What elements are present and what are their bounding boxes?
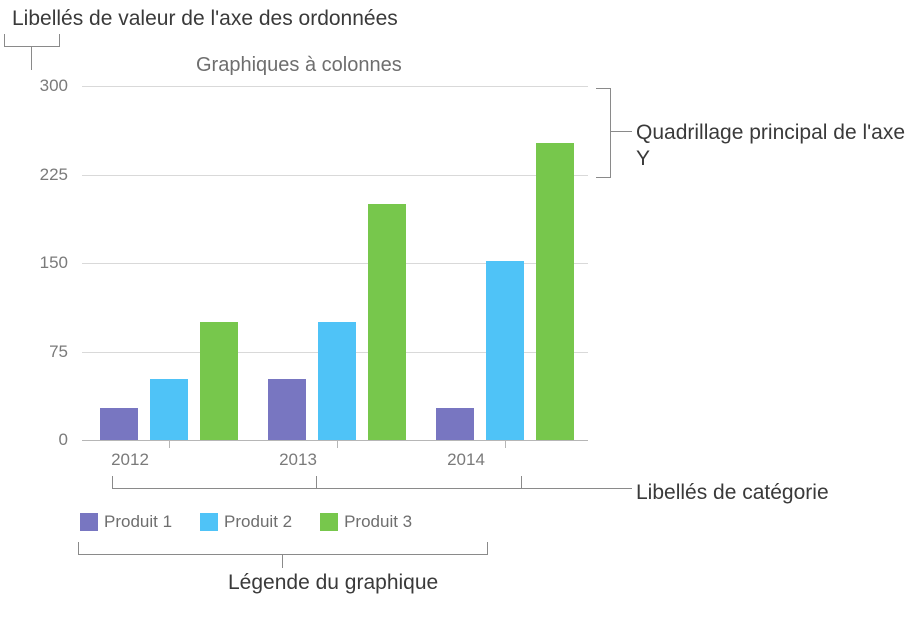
- chart-plot-area: [82, 86, 588, 440]
- x-tick-mark: [505, 440, 506, 448]
- y-tick-label: 300: [24, 76, 68, 96]
- bracket-ygrid-stem: [610, 131, 632, 132]
- legend-swatch: [320, 513, 338, 531]
- bar: [268, 379, 306, 440]
- bar: [536, 143, 574, 440]
- chart-legend: Produit 1 Produit 2 Produit 3: [80, 512, 412, 532]
- legend-label: Produit 2: [224, 512, 292, 531]
- y-tick-label: 150: [24, 253, 68, 273]
- bar: [436, 408, 474, 440]
- annotation-legend: Légende du graphique: [228, 570, 438, 596]
- legend-label: Produit 3: [344, 512, 412, 531]
- legend-swatch: [80, 513, 98, 531]
- bar: [100, 408, 138, 440]
- legend-label: Produit 1: [104, 512, 172, 531]
- legend-swatch: [200, 513, 218, 531]
- x-tick-label: 2013: [258, 450, 338, 470]
- annotation-category-labels: Libellés de catégorie: [636, 480, 829, 506]
- bracket-categories-tick: [316, 476, 317, 488]
- bracket-legend: [78, 542, 488, 555]
- bracket-ytick: [4, 34, 60, 47]
- bracket-legend-stem: [282, 554, 283, 568]
- x-tick-mark: [337, 440, 338, 448]
- bracket-ygrid: [596, 88, 611, 178]
- bar: [368, 204, 406, 440]
- legend-item: Produit 3: [320, 512, 412, 532]
- bar: [486, 261, 524, 440]
- x-tick-label: 2014: [426, 450, 506, 470]
- legend-item: Produit 2: [200, 512, 292, 532]
- annotation-y-value-labels: Libellés de valeur de l'axe des ordonnée…: [12, 6, 398, 32]
- chart-title: Graphiques à colonnes: [196, 54, 402, 77]
- gridline: [82, 175, 588, 176]
- gridline: [82, 440, 588, 441]
- legend-item: Produit 1: [80, 512, 172, 532]
- annotation-y-grid: Quadrillage principal de l'axe Y: [636, 120, 906, 173]
- bracket-ytick-stem: [31, 46, 32, 70]
- y-tick-label: 225: [24, 165, 68, 185]
- bracket-categories: [112, 476, 522, 489]
- bracket-categories-stem: [520, 488, 632, 489]
- x-tick-mark: [169, 440, 170, 448]
- gridline: [82, 86, 588, 87]
- y-tick-label: 75: [24, 342, 68, 362]
- y-tick-label: 0: [24, 430, 68, 450]
- x-tick-label: 2012: [90, 450, 170, 470]
- bar: [150, 379, 188, 440]
- bar: [200, 322, 238, 440]
- bar: [318, 322, 356, 440]
